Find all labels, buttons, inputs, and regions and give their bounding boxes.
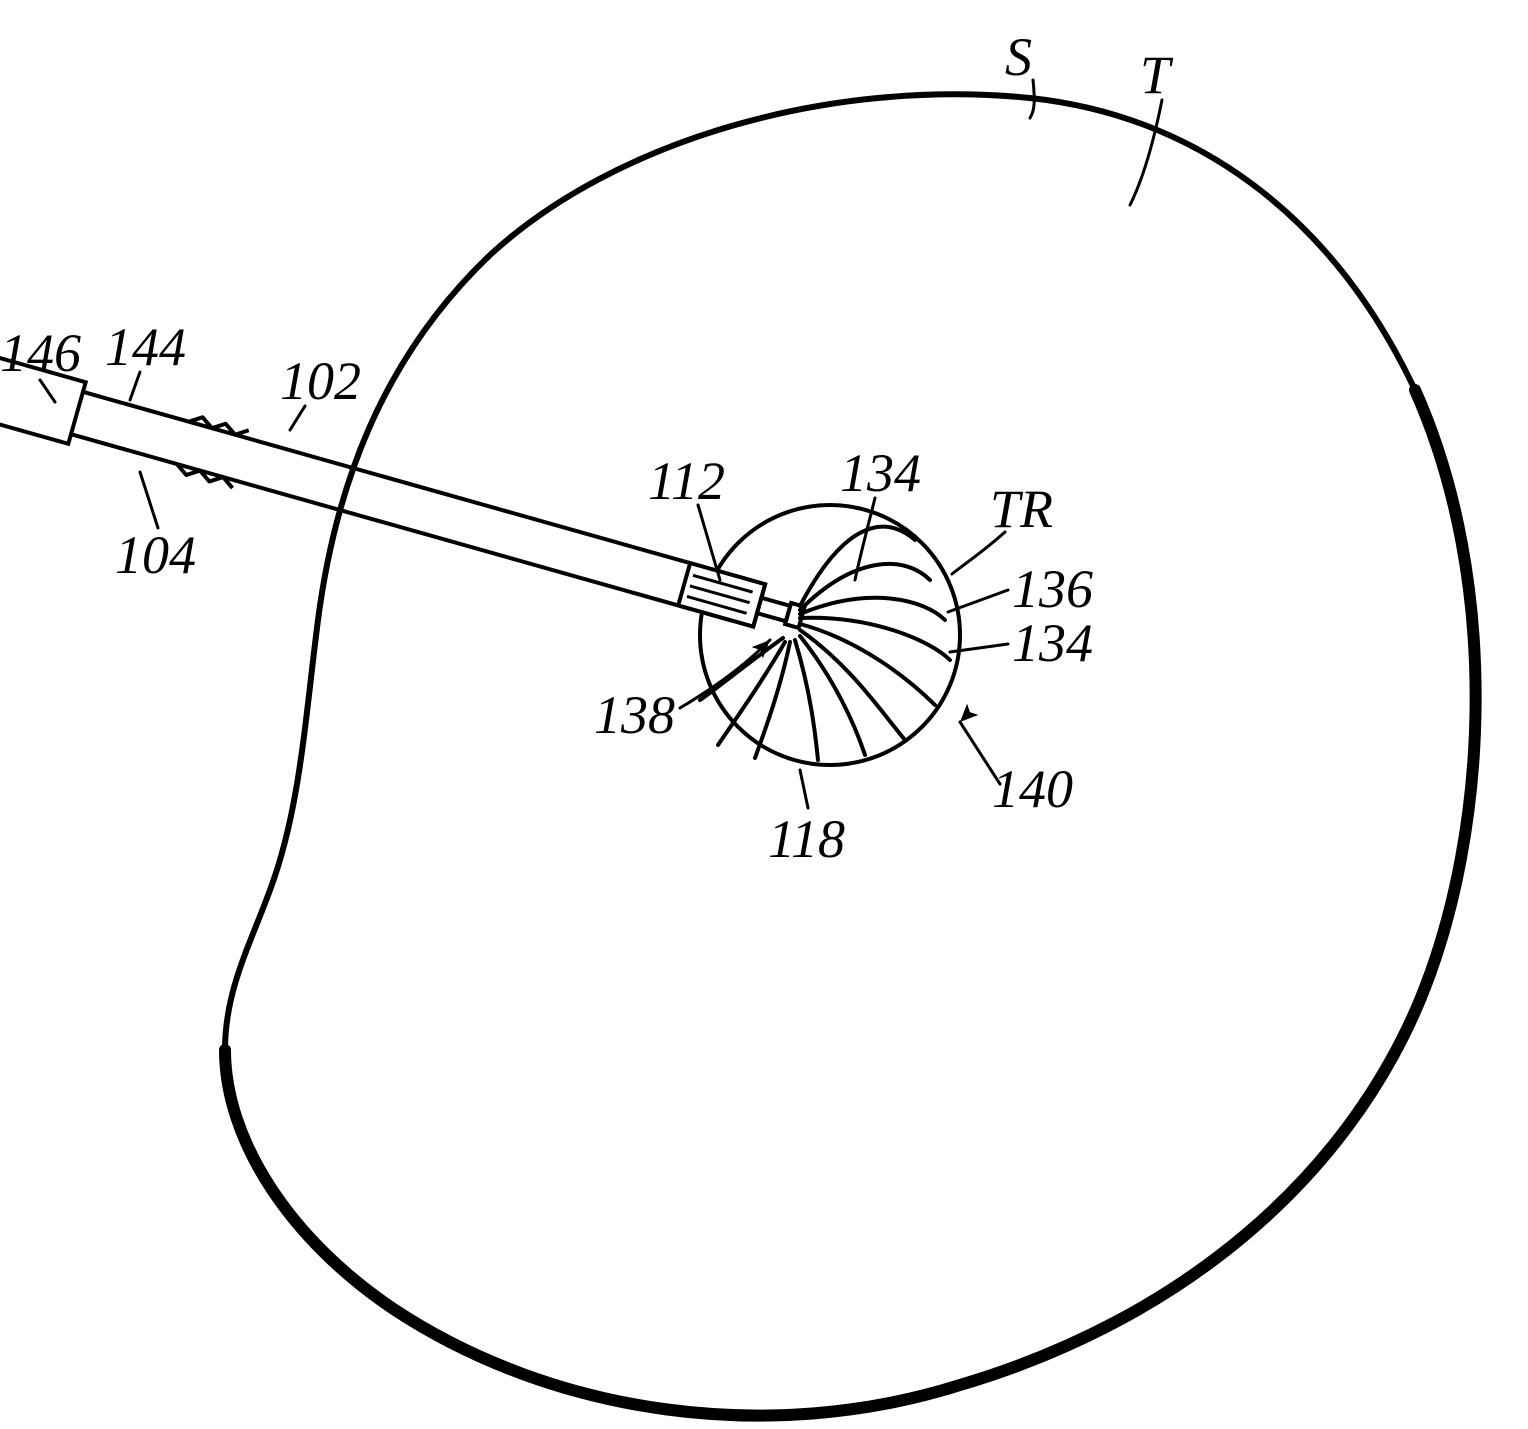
figure-canvas: STTR146144102104112134136134138118140: [0, 0, 1528, 1429]
label-l134b: 134: [1012, 612, 1093, 674]
label-T: T: [1140, 44, 1170, 106]
lead-line-l104: [140, 472, 158, 528]
label-l136: 136: [1012, 558, 1093, 620]
label-l140: 140: [992, 758, 1073, 820]
organ-outline: [225, 94, 1476, 1415]
lead-line-l138: [680, 640, 770, 708]
label-l104: 104: [115, 524, 196, 586]
organ-outline-thick: [225, 390, 1476, 1416]
label-S: S: [1005, 26, 1032, 88]
arrowhead-shape: [954, 704, 978, 728]
label-l102: 102: [280, 350, 361, 412]
lead-line-l118: [800, 770, 808, 808]
tip-group: [678, 563, 807, 638]
label-l146: 146: [0, 322, 81, 384]
lead-line-T: [1130, 100, 1162, 205]
drawing-svg: [0, 0, 1528, 1429]
label-l118: 118: [768, 808, 845, 870]
label-TR: TR: [990, 478, 1053, 540]
label-l138: 138: [594, 684, 675, 746]
label-l112: 112: [648, 450, 725, 512]
label-l134a: 134: [840, 442, 921, 504]
threads-group: [175, 414, 249, 488]
label-l144: 144: [105, 316, 186, 378]
spray-stream: [800, 618, 950, 660]
arrowhead: [954, 704, 978, 728]
